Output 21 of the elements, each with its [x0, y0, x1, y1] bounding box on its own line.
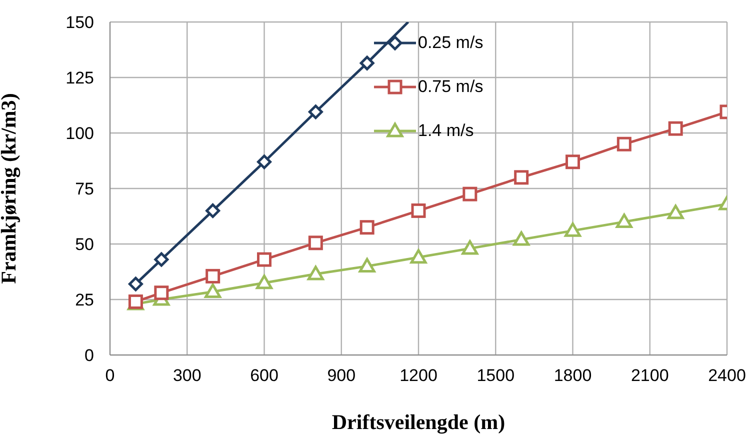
y-tick-label: 50: [75, 235, 94, 254]
x-tick-label: 2400: [708, 366, 746, 386]
x-tick-label: 1500: [476, 366, 515, 386]
x-tick-label: 0: [105, 366, 115, 386]
legend-label: 0.25 m/s: [418, 33, 484, 53]
x-tick-label: 2100: [630, 366, 669, 386]
y-tick-label: 125: [66, 68, 94, 88]
y-tick-label: 100: [66, 124, 94, 144]
y-tick-label: 25: [75, 290, 94, 310]
legend-label: 0.75 m/s: [418, 77, 484, 97]
y-tick-label: 150: [66, 13, 94, 32]
x-tick-label: 900: [327, 366, 356, 386]
y-axis-title: Framkjøring (kr/m3): [0, 93, 20, 284]
x-tick-label: 300: [172, 366, 202, 386]
x-axis-title: Driftsveilengde (m): [332, 410, 506, 434]
x-tick-label: 1800: [554, 366, 592, 386]
y-tick-label: 75: [75, 180, 94, 199]
y-tick-label: 0: [84, 346, 94, 366]
x-tick-label: 1200: [400, 366, 438, 386]
x-tick-label: 600: [250, 366, 278, 386]
legend-label: 1.4 m/s: [418, 121, 474, 141]
